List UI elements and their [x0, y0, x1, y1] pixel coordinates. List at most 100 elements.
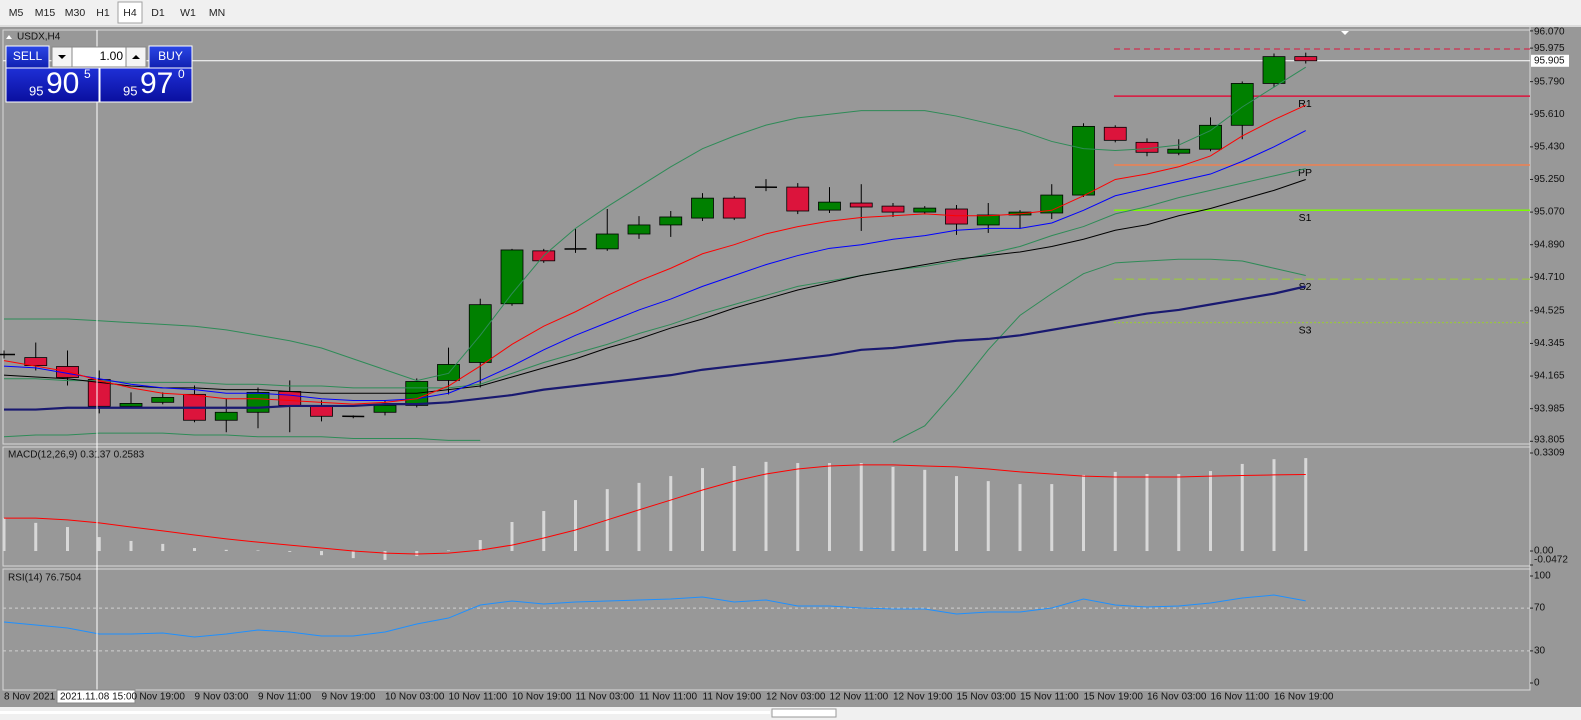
crosshair-box [56, 689, 136, 704]
candle-body [24, 357, 48, 366]
y-tick-label: 95.610 [1534, 109, 1565, 120]
macd-bar [224, 549, 228, 552]
timeframe-label[interactable]: M15 [35, 7, 56, 19]
y-tick-label: 30 [1534, 646, 1546, 657]
timeframe-button[interactable] [4, 2, 28, 23]
timeframe-button[interactable] [205, 2, 229, 23]
macd-bar [732, 466, 736, 552]
collapse-icon[interactable] [6, 35, 12, 39]
candle-body [151, 397, 175, 403]
x-tick-label: 15 Nov 19:00 [1084, 692, 1144, 703]
macd-title: MACD(12,26,9) 0.3137 0.2583 [8, 450, 145, 461]
timeframe-label[interactable]: H1 [96, 7, 110, 19]
bid-label: 95.905 [1534, 55, 1565, 66]
macd-bar [574, 500, 577, 552]
candle-body [1230, 83, 1254, 126]
ask-fraction: 0 [178, 67, 185, 81]
x-tick-label: 12 Nov 03:00 [766, 692, 826, 703]
x-tick-label: 11 Nov 19:00 [703, 692, 762, 703]
macd-bar [34, 522, 38, 552]
macd-bar [383, 551, 387, 560]
x-tick-label: 10 Nov 19:00 [512, 692, 572, 703]
candle-body [945, 208, 968, 225]
timeframe-button[interactable] [145, 2, 171, 23]
timeframe-button[interactable] [174, 2, 202, 23]
timeframe-button[interactable] [91, 2, 115, 23]
lot-value[interactable]: 1.00 [100, 49, 124, 63]
macd-bar [1018, 484, 1022, 552]
y-tick-label: 100 [1534, 571, 1551, 582]
timeframe-label[interactable]: M30 [65, 7, 86, 19]
macd-bar [796, 463, 800, 552]
indicator-line [3, 104, 1306, 405]
candle-body [246, 391, 270, 413]
x-tick-label: 9 Nov 11:00 [258, 692, 312, 703]
bid-box[interactable] [5, 67, 100, 103]
x-tick-label: 12 Nov 19:00 [893, 692, 953, 703]
candle-body [278, 391, 302, 406]
timeframe-label[interactable]: D1 [151, 7, 165, 19]
bid-handle: 95 [29, 83, 43, 98]
crosshair-label: 2021.11.08 15:00 [60, 692, 138, 703]
candle-body [1103, 126, 1127, 141]
macd-bar [2, 518, 6, 552]
x-tick-label: 8 Nov 19:00 [131, 692, 185, 703]
macd-bar [986, 481, 990, 552]
timeframe-label[interactable]: W1 [180, 7, 196, 19]
y-tick-label: 95.975 [1534, 43, 1565, 54]
y-tick-label: 70 [1534, 603, 1546, 614]
sell-label[interactable]: SELL [13, 49, 43, 63]
timeframe-label[interactable]: H4 [123, 7, 137, 19]
macd-bar [1304, 458, 1308, 552]
y-tick-label: 95.430 [1534, 142, 1565, 153]
candle-body [691, 197, 714, 219]
timeframe-label[interactable]: MN [209, 7, 225, 19]
candle-body [214, 411, 238, 421]
scrollbar-thumb[interactable] [771, 708, 837, 718]
macd-bar [351, 551, 355, 559]
candle-body [1199, 124, 1222, 150]
timeframe-label[interactable]: M5 [9, 7, 24, 19]
macd-bar [447, 550, 450, 552]
macd-bar [1209, 471, 1212, 552]
candle-body [437, 364, 460, 381]
bid-fraction: 5 [84, 67, 91, 81]
x-tick-label: 16 Nov 11:00 [1211, 692, 1270, 703]
bid-label-box [1531, 54, 1569, 67]
buy-label[interactable]: BUY [158, 49, 183, 63]
bid-pips: 90 [46, 67, 79, 100]
y-tick-label: 94.165 [1534, 371, 1565, 382]
x-tick-label: 16 Nov 19:00 [1274, 692, 1334, 703]
y-tick-label: 94.525 [1534, 305, 1565, 316]
candle-body [786, 186, 810, 212]
x-tick-label: 10 Nov 03:00 [385, 692, 445, 703]
timeframe-button[interactable] [117, 1, 143, 24]
ask-pips: 97 [140, 67, 173, 100]
macd-bar [923, 469, 927, 552]
macd-bar [764, 461, 768, 552]
y-tick-label: 95.790 [1534, 76, 1565, 87]
scrollbar-fill [0, 711, 770, 714]
candle-body [1072, 125, 1095, 196]
candle-body [500, 249, 524, 305]
timeframe-button[interactable] [31, 2, 59, 23]
ask-box[interactable] [99, 67, 193, 103]
macd-bar [637, 482, 641, 552]
x-tick-label: 9 Nov 03:00 [195, 692, 249, 703]
trade-panel: SELL 1.00 BUY 95 90 5 95 97 0 [5, 45, 193, 103]
macd-bar [478, 540, 482, 552]
pivot-label: S1 [1299, 212, 1312, 224]
y-tick-label: 93.985 [1534, 403, 1565, 414]
y-tick-label: 94.710 [1534, 272, 1565, 283]
x-tick-label: 10 Nov 11:00 [449, 692, 508, 703]
macd-bar [510, 521, 514, 552]
candle-body [627, 224, 651, 235]
y-tick-label: -0.0472 [1534, 555, 1568, 566]
indicator-line [3, 258, 1306, 443]
timeframe-button[interactable] [62, 2, 88, 23]
macd-bar [193, 548, 196, 552]
candle-body [1262, 56, 1286, 84]
macd-bar [669, 476, 673, 552]
y-tick-label: 0.00 [1534, 546, 1554, 557]
